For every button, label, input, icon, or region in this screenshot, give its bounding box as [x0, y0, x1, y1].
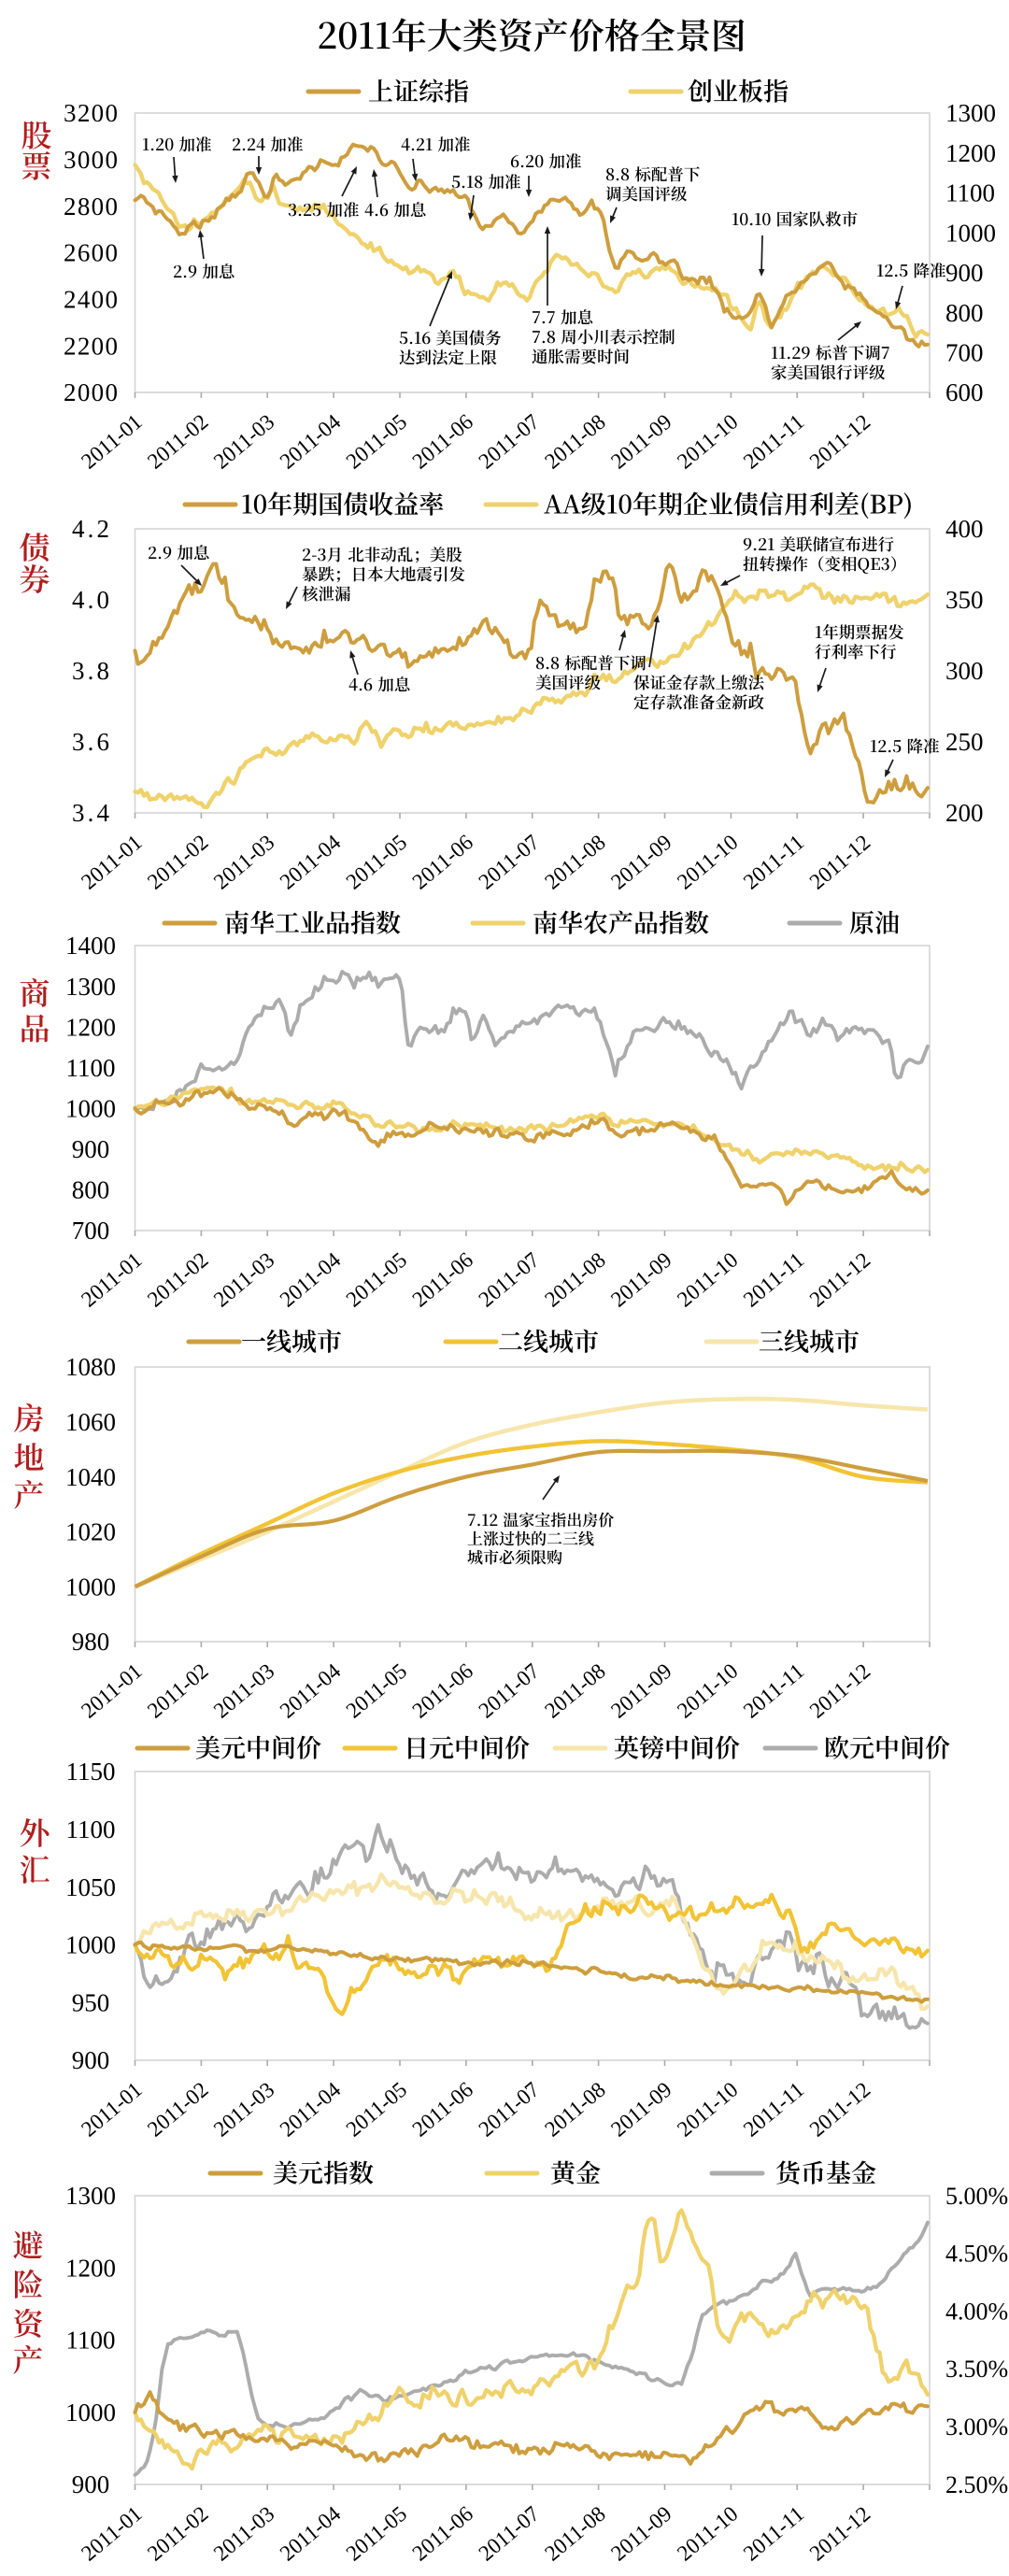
svg-text:1150: 1150 — [66, 1758, 116, 1786]
svg-text:900: 900 — [945, 259, 984, 287]
svg-text:1000: 1000 — [65, 1095, 116, 1123]
svg-text:1300: 1300 — [65, 973, 116, 1001]
svg-text:4.50%: 4.50% — [945, 2241, 1008, 2268]
svg-text:1200: 1200 — [945, 139, 996, 167]
svg-text:1000: 1000 — [65, 1573, 116, 1601]
svg-text:1400: 1400 — [65, 932, 116, 960]
svg-text:3200: 3200 — [64, 99, 118, 127]
svg-text:3.4: 3.4 — [72, 799, 110, 827]
svg-text:2200: 2200 — [64, 332, 118, 360]
svg-text:1100: 1100 — [66, 2327, 116, 2355]
svg-text:900: 900 — [72, 2470, 110, 2498]
svg-text:1300: 1300 — [65, 2182, 116, 2210]
svg-text:300: 300 — [945, 657, 984, 685]
svg-text:1060: 1060 — [65, 1408, 116, 1436]
svg-text:4.00%: 4.00% — [945, 2298, 1008, 2325]
svg-text:3.8: 3.8 — [72, 657, 109, 685]
svg-text:700: 700 — [945, 339, 984, 367]
svg-text:950: 950 — [72, 1988, 110, 2016]
svg-text:1100: 1100 — [66, 1054, 116, 1082]
svg-text:4.2: 4.2 — [72, 515, 109, 543]
svg-text:2000: 2000 — [64, 378, 118, 406]
svg-text:1080: 1080 — [65, 1353, 116, 1381]
svg-text:3000: 3000 — [64, 146, 118, 174]
svg-text:1100: 1100 — [945, 179, 995, 207]
svg-text:800: 800 — [72, 1176, 110, 1204]
svg-text:900: 900 — [72, 1135, 110, 1163]
svg-text:1020: 1020 — [65, 1518, 116, 1546]
svg-text:1300: 1300 — [945, 99, 996, 127]
svg-text:1050: 1050 — [65, 1873, 116, 1901]
svg-text:3.6: 3.6 — [72, 728, 109, 756]
svg-text:350: 350 — [945, 586, 984, 614]
svg-text:2600: 2600 — [64, 239, 118, 267]
svg-text:700: 700 — [72, 1217, 110, 1245]
svg-text:3.50%: 3.50% — [945, 2355, 1008, 2383]
svg-text:1040: 1040 — [65, 1463, 116, 1491]
svg-text:3.00%: 3.00% — [945, 2413, 1008, 2441]
svg-text:2800: 2800 — [64, 192, 118, 221]
svg-text:2400: 2400 — [64, 286, 118, 314]
svg-text:1000: 1000 — [65, 2398, 116, 2427]
svg-text:1000: 1000 — [65, 1931, 116, 1959]
svg-text:800: 800 — [945, 299, 984, 327]
svg-text:600: 600 — [945, 378, 984, 406]
svg-text:4.0: 4.0 — [72, 586, 109, 614]
svg-text:900: 900 — [72, 2046, 110, 2074]
svg-text:1200: 1200 — [65, 1013, 116, 1041]
svg-text:980: 980 — [72, 1628, 110, 1656]
svg-text:200: 200 — [945, 799, 984, 827]
svg-text:250: 250 — [945, 728, 984, 756]
svg-text:1000: 1000 — [945, 219, 996, 247]
svg-text:2.50%: 2.50% — [945, 2471, 1008, 2498]
svg-text:1200: 1200 — [65, 2254, 116, 2282]
svg-text:1100: 1100 — [66, 1815, 116, 1843]
svg-text:5.00%: 5.00% — [945, 2183, 1008, 2210]
svg-text:400: 400 — [945, 515, 984, 543]
